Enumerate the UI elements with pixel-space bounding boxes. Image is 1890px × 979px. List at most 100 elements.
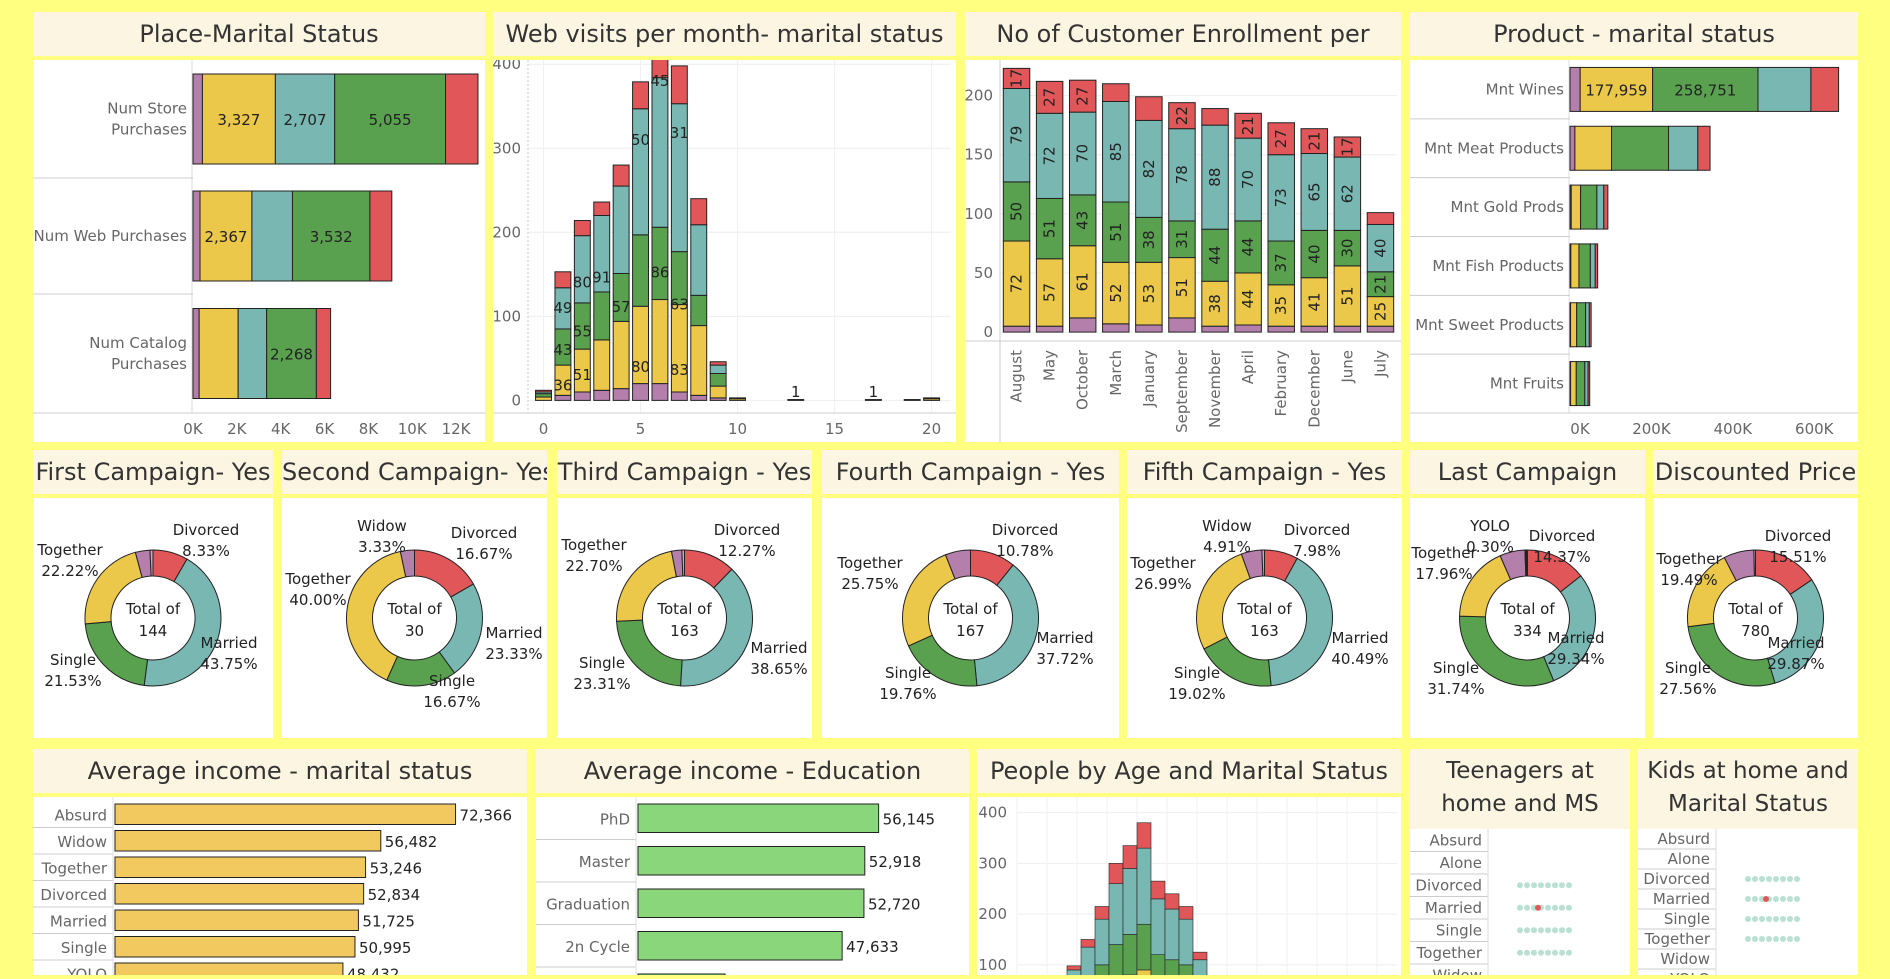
donut-slice-pct: 15.51% bbox=[1769, 548, 1826, 566]
donut-slice-pct: 22.22% bbox=[41, 562, 98, 580]
donut-total-value: 163 bbox=[1250, 622, 1279, 640]
enroll-bar-label: 21 bbox=[1239, 116, 1257, 135]
age-bar-segment bbox=[1122, 934, 1138, 976]
web-bar-label: 80 bbox=[631, 358, 650, 376]
donut-total-label: Total of bbox=[125, 600, 181, 618]
dot-mark bbox=[1787, 876, 1793, 882]
dot-mark bbox=[1780, 896, 1786, 902]
income-edu-bar bbox=[637, 846, 866, 876]
teens-panel: Absurd Alone Divorced Married Single Together… bbox=[1410, 829, 1630, 979]
teens-title: Teenagers at home and MS bbox=[1410, 749, 1630, 829]
enroll-bar-segment bbox=[1333, 325, 1362, 333]
dot-category: Single bbox=[1436, 921, 1482, 939]
web-x-tick: 15 bbox=[825, 420, 844, 438]
place-bar-label: 2,268 bbox=[270, 346, 313, 364]
donut-slice-pct: 16.67% bbox=[423, 693, 480, 711]
enroll-bar-segment bbox=[1102, 323, 1130, 333]
enroll-bar-segment bbox=[1035, 112, 1064, 199]
enroll-chart-title: No of Customer Enrollment per bbox=[965, 12, 1401, 56]
web-x-tick: 0 bbox=[539, 420, 549, 438]
dot-mark bbox=[1559, 949, 1565, 956]
donut-slice-pct: 29.34% bbox=[1547, 650, 1604, 668]
enroll-bar-label: 70 bbox=[1239, 170, 1257, 189]
donut-panel: Total of 167 Divorced 10.78% Married 37.72% Si… bbox=[822, 498, 1119, 738]
enroll-bar-segment bbox=[1035, 197, 1064, 260]
dot-mark bbox=[1745, 896, 1751, 902]
web-chart-panel: 0 100 200 300 400 0 5 10 15 20 36 43 49 51 55 80 91 57 50 8… bbox=[492, 35, 956, 442]
donut-slice-pct: 19.49% bbox=[1660, 571, 1717, 589]
place-bar-segment bbox=[266, 308, 317, 399]
product-chart-title: Product - marital status bbox=[1410, 12, 1858, 56]
donut-panel: Total of 780 Divorced 15.51% Married 29.87% Si… bbox=[1653, 498, 1858, 738]
income-ms-bar bbox=[114, 803, 457, 825]
web-bar-label: 55 bbox=[573, 322, 592, 340]
income-ms-category: Widow bbox=[57, 833, 107, 851]
dot-category: Alone bbox=[1668, 850, 1710, 868]
dot-mark bbox=[1794, 916, 1800, 922]
donut-slice-pct: 23.31% bbox=[573, 675, 630, 693]
web-x-tick: 5 bbox=[636, 420, 646, 438]
enroll-bar-segment bbox=[1002, 325, 1031, 333]
place-category-label: Num Store bbox=[107, 100, 187, 118]
enroll-bar-segment bbox=[1068, 194, 1097, 247]
web-bar-segment bbox=[535, 396, 552, 401]
product-bar-segment bbox=[1589, 243, 1596, 289]
enroll-bar-segment bbox=[1035, 258, 1064, 327]
product-category-label: Mnt Gold Prods bbox=[1451, 198, 1565, 216]
web-bar-label: 31 bbox=[670, 124, 689, 142]
dot-mark bbox=[1745, 876, 1751, 882]
enroll-bar-segment bbox=[1102, 83, 1130, 102]
enroll-bar-segment bbox=[1002, 181, 1031, 242]
age-y-tick: 100 bbox=[978, 956, 1007, 974]
donut-slice-pct: 3.33% bbox=[358, 538, 406, 556]
age-bar-segment bbox=[1136, 847, 1152, 925]
income-ms-bar bbox=[114, 936, 356, 958]
web-y-tick: 100 bbox=[493, 307, 521, 325]
donut-total-label: Total of bbox=[386, 600, 442, 618]
donut-slice-name: Single bbox=[1665, 659, 1711, 677]
income-edu-bar bbox=[637, 931, 843, 961]
enroll-bar-segment bbox=[1068, 79, 1097, 113]
place-bar-segment bbox=[237, 308, 268, 399]
income-ms-bar bbox=[114, 883, 365, 905]
donut-total-label: Total of bbox=[1236, 600, 1292, 618]
enroll-bar-label: 70 bbox=[1074, 144, 1092, 163]
dot-mark bbox=[1559, 927, 1565, 934]
donut-slice-name: Married bbox=[750, 639, 807, 657]
dot-mark bbox=[1517, 882, 1523, 889]
enroll-bar-label: 31 bbox=[1173, 230, 1191, 249]
place-bar-segment bbox=[315, 308, 332, 399]
donut-chart: Total of 144 Divorced 8.33% Married 43.75% Sin… bbox=[36, 521, 257, 690]
income-ms-value: 50,995 bbox=[359, 939, 412, 957]
enroll-bar-label: 88 bbox=[1206, 168, 1224, 187]
age-bar-segment bbox=[1108, 863, 1124, 884]
web-bar-segment bbox=[593, 339, 611, 391]
income-edu-bar bbox=[637, 888, 865, 918]
dot-mark bbox=[1745, 916, 1751, 922]
age-bar-segment bbox=[1066, 965, 1082, 971]
age-bar-segment bbox=[1192, 951, 1208, 961]
dot-mark bbox=[1545, 882, 1551, 889]
dot-mark bbox=[1766, 876, 1772, 882]
donut-slice-name: Divorced bbox=[451, 524, 518, 542]
enroll-y-tick: 200 bbox=[965, 87, 993, 105]
age-bar-segment bbox=[1136, 923, 1152, 971]
dot-mark bbox=[1545, 949, 1551, 956]
donut-slice bbox=[1753, 549, 1756, 577]
donut-total-label: Total of bbox=[1727, 600, 1783, 618]
dot-mark bbox=[1517, 927, 1523, 934]
donut-total-value: 167 bbox=[956, 622, 985, 640]
donut-slice-pct: 10.78% bbox=[996, 542, 1053, 560]
web-bar-segment bbox=[709, 364, 727, 374]
product-bar-segment bbox=[1570, 243, 1580, 289]
product-bar-segment bbox=[1810, 66, 1840, 112]
enroll-bar-label: 51 bbox=[1041, 219, 1059, 238]
donut-slice-name: Together bbox=[560, 536, 627, 554]
dot-category: Married bbox=[1653, 890, 1710, 908]
enroll-bar-label: 50 bbox=[1008, 202, 1026, 221]
enroll-bar-label: 82 bbox=[1140, 159, 1158, 178]
dot-mark bbox=[1524, 904, 1530, 911]
donut-total-value: 30 bbox=[405, 622, 424, 640]
enroll-bar-label: 53 bbox=[1140, 284, 1158, 303]
enroll-bar-segment bbox=[1267, 122, 1295, 156]
